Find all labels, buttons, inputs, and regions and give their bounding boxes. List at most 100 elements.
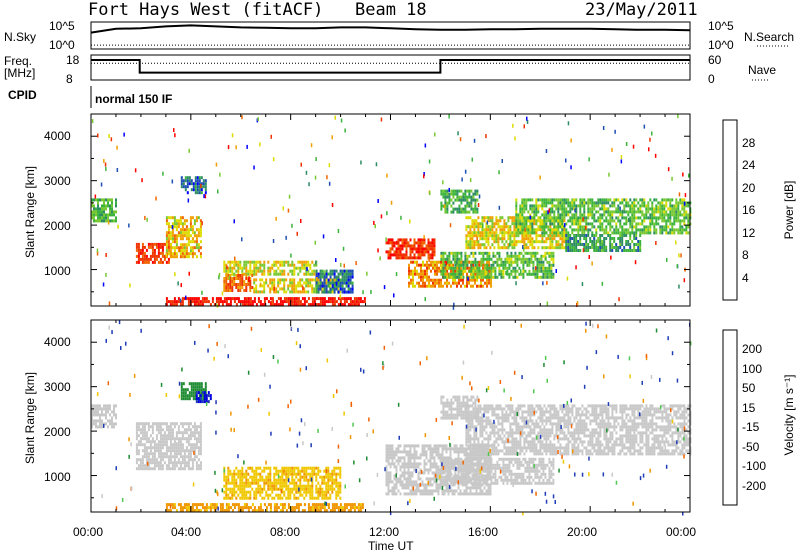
heatmap-cell [293,487,296,491]
heatmap-cell [582,217,584,222]
heatmap-cell [645,207,648,211]
heatmap-cell [487,219,490,223]
heatmap-cell [271,263,274,267]
heatmap-cell [619,240,622,243]
heatmap-cell [179,252,182,256]
heatmap-cell [253,509,256,513]
heatmap-cell [309,466,312,470]
heatmap-cell [661,216,664,220]
heatmap-cell [383,285,386,290]
heatmap-cell [532,260,535,264]
heatmap-cell [456,257,459,261]
heatmap-cell [446,201,449,205]
velocity-colorbar-tick: -100 [742,459,767,473]
heatmap-cell [291,478,294,482]
heatmap-cell [171,428,174,432]
heatmap-cell [303,266,306,270]
heatmap-cell [531,240,534,244]
heatmap-cell [179,449,182,453]
heatmap-cell [523,234,526,238]
heatmap-cell [325,490,328,494]
heatmap-cell [99,213,101,217]
heatmap-cell [609,234,612,237]
heatmap-cell [393,486,396,490]
heatmap-cell [171,246,174,250]
heatmap-cell [631,225,634,229]
heatmap-cell [337,281,340,285]
power-colorbar-tick: 28 [742,136,756,150]
heatmap-cell [145,455,148,459]
heatmap-cell [259,506,262,510]
heatmap-cell [309,487,312,491]
heatmap-cell [97,219,99,223]
heatmap-cell [335,475,338,479]
heatmap-cell [579,249,582,252]
heatmap-cell [247,496,250,500]
heatmap-cell [533,210,536,214]
heatmap-cell [544,275,547,279]
heatmap-cell [452,201,455,205]
heatmap-cell [601,222,604,226]
heatmap-cell [597,210,600,214]
heatmap-cell [543,222,546,226]
heatmap-cell [251,466,254,470]
heatmap-cell [561,198,564,202]
heatmap-cell [511,219,514,223]
heatmap-cell [165,455,168,459]
heatmap-cell [511,246,514,250]
heatmap-cell [188,176,191,180]
heatmap-cell [307,484,310,488]
heatmap-cell [667,231,670,235]
heatmap-cell [347,287,350,291]
heatmap-cell [458,207,461,211]
heatmap-cell [649,198,652,202]
heatmap-cell [409,253,412,257]
heatmap-cell [478,194,481,199]
heatmap-cell [513,216,516,220]
heatmap-cell [97,413,99,417]
heatmap-cell [486,266,489,270]
heatmap-cell [257,466,260,470]
heatmap-cell [471,234,474,238]
heatmap-cell [448,192,451,196]
heatmap-cell [395,459,398,463]
heatmap-cell [467,240,470,244]
heatmap-cell [611,231,614,235]
heatmap-cell [153,242,156,246]
heatmap-cell [385,483,388,487]
power-colorbar-tick: 12 [742,226,756,240]
heatmap-cell [579,201,582,205]
heatmap-cell [522,266,525,270]
heatmap-cell [317,287,320,291]
heatmap-cell [183,461,186,465]
heatmap-cell [191,252,194,256]
heatmap-cell [233,272,235,277]
heatmap-cell [478,260,480,264]
heatmap-cell [673,210,676,214]
heatmap-cell [187,300,190,304]
heatmap-cell [543,234,546,238]
heatmap-cell [153,257,156,261]
heatmap-cell [375,162,378,167]
heatmap-cell [456,198,459,202]
heatmap-cell [239,472,242,476]
heatmap-cell [538,263,541,267]
heatmap-cell [105,219,107,223]
heatmap-cell [309,278,312,282]
heatmap-cell [548,263,551,267]
heatmap-cell [444,269,447,273]
heatmap-cell [261,496,264,500]
heatmap-cell [399,253,402,257]
heatmap-cell [192,388,195,392]
heatmap-cell [571,213,574,217]
heatmap-cell [327,481,330,485]
heatmap-cell [169,231,172,235]
heatmap-cell [549,201,552,205]
heatmap-cell [157,428,160,432]
heatmap-cell [175,237,178,241]
heatmap-cell [193,503,196,507]
nsky-tick-top: 10^5 [49,19,75,33]
heatmap-cell [279,493,282,497]
heatmap-cell [327,281,330,285]
heatmap-cell [165,249,168,253]
